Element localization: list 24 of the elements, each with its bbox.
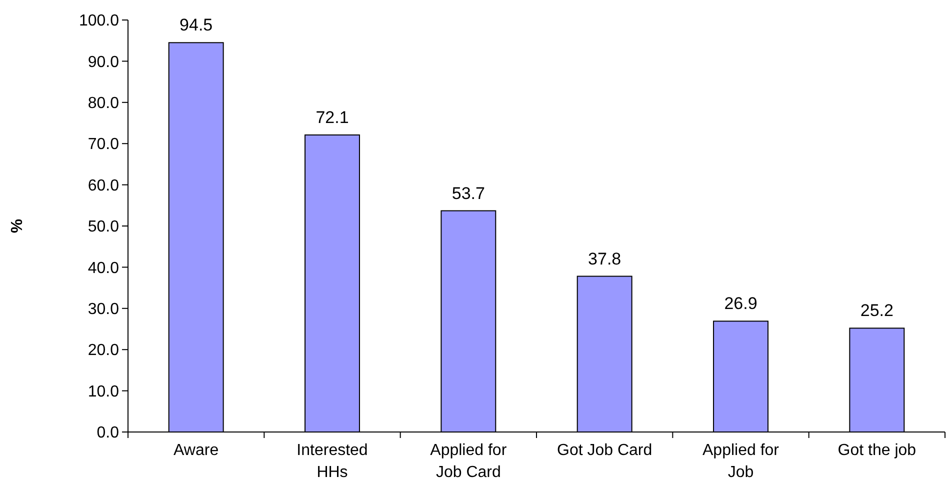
- data-label: 26.9: [724, 294, 758, 314]
- x-tick-label: Got Job Card: [557, 442, 652, 459]
- x-tick-label: Interested HHs: [296, 442, 368, 481]
- data-label: 94.5: [180, 16, 213, 35]
- y-tick-label: 70.0: [88, 136, 120, 154]
- y-tick-label: 0.0: [96, 424, 120, 442]
- data-label: 53.7: [452, 184, 485, 203]
- data-label: 72.1: [316, 108, 349, 127]
- data-label: 25.2: [860, 301, 894, 320]
- y-tick-label: 30.0: [88, 301, 120, 318]
- x-tick-label: Applied for Job Card: [430, 442, 508, 481]
- x-tick-label: Got the job: [838, 442, 916, 459]
- y-tick-label: 20.0: [88, 342, 120, 360]
- data-label: 37.8: [588, 249, 622, 268]
- y-tick-label: 90.0: [88, 54, 120, 71]
- y-tick-label: 100.0: [78, 12, 120, 30]
- y-axis-title: %: [9, 218, 26, 234]
- y-tick-label: 60.0: [88, 177, 120, 194]
- y-tick-label: 80.0: [88, 95, 120, 112]
- y-tick-label: 40.0: [88, 260, 120, 277]
- y-tick-label: 50.0: [88, 218, 120, 236]
- x-tick-label: Aware: [174, 442, 219, 459]
- y-tick-label: 10.0: [88, 383, 120, 400]
- x-tick-label: Applied for Job: [702, 442, 780, 481]
